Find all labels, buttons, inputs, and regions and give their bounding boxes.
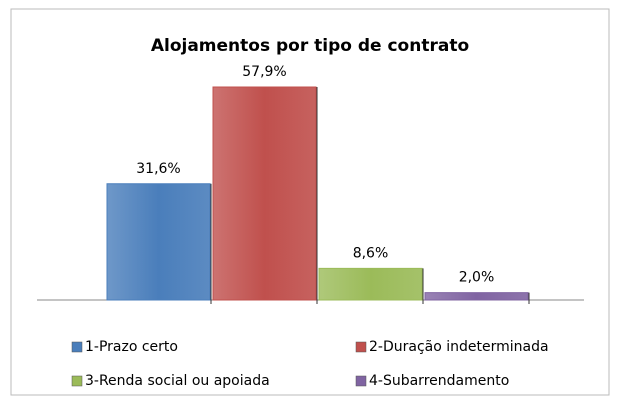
data-label: 57,9% xyxy=(242,64,286,80)
bar xyxy=(106,183,211,301)
chart-title: Alojamentos por tipo de contrato xyxy=(151,36,469,56)
bar xyxy=(318,267,423,301)
legend-label: 3-Renda social ou apoiada xyxy=(85,373,270,389)
legend-swatch xyxy=(71,341,83,353)
data-label: 8,6% xyxy=(353,245,389,261)
data-label: 2,0% xyxy=(459,270,495,286)
bar xyxy=(424,292,529,301)
legend-label: 4-Subarrendamento xyxy=(369,373,509,389)
legend-label: 1-Prazo certo xyxy=(85,339,178,355)
data-label: 31,6% xyxy=(136,161,180,177)
legend-swatch xyxy=(71,375,83,387)
legend-swatch xyxy=(355,341,367,353)
bar xyxy=(212,86,317,301)
legend-swatch xyxy=(355,375,367,387)
legend-label: 2-Duração indeterminada xyxy=(369,339,549,355)
